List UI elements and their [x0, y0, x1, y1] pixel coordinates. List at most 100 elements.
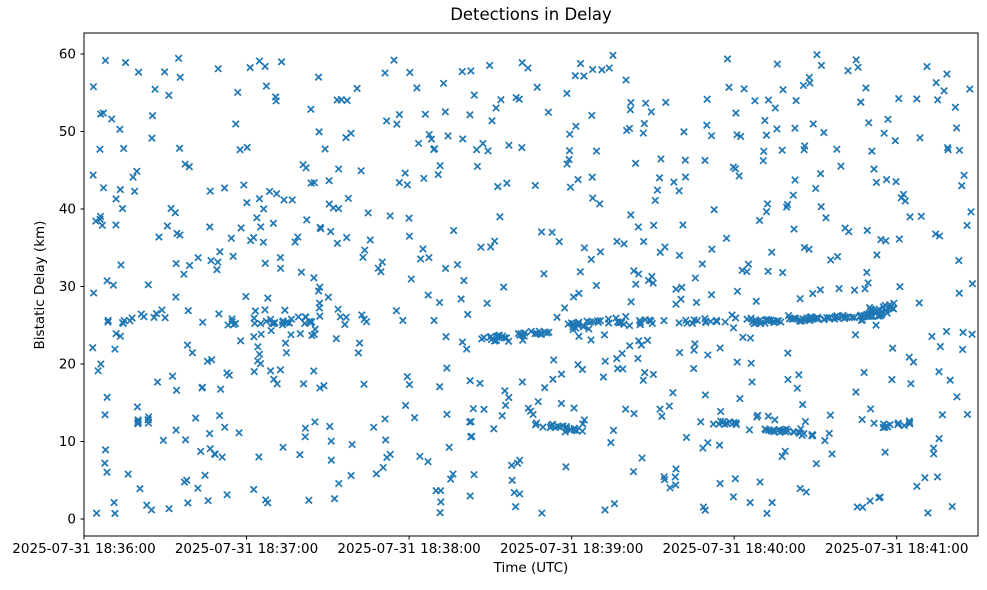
detection-marker [301, 424, 310, 433]
detection-marker [825, 429, 834, 438]
detection-marker [735, 172, 743, 180]
detection-marker [850, 313, 859, 322]
detection-marker [620, 240, 628, 248]
detection-marker [884, 115, 892, 124]
detection-marker [486, 243, 495, 251]
detection-marker [301, 432, 310, 441]
detection-marker [938, 411, 947, 419]
detection-marker [585, 325, 593, 333]
detection-marker [752, 297, 761, 306]
detection-marker [427, 135, 436, 143]
detection-marker [499, 283, 508, 291]
detection-marker [575, 289, 583, 298]
detection-marker [235, 428, 243, 437]
detection-marker [831, 313, 840, 321]
detection-marker [354, 349, 363, 357]
detection-marker [913, 482, 921, 491]
detection-marker [492, 104, 500, 112]
detection-marker [424, 291, 433, 299]
detection-marker [159, 436, 168, 445]
detection-marker [811, 184, 820, 193]
detection-marker [434, 170, 443, 179]
detection-marker [639, 129, 648, 137]
detection-marker [587, 111, 596, 120]
detection-marker [279, 317, 287, 325]
detection-marker [775, 428, 784, 437]
detection-marker [675, 187, 683, 195]
detection-marker [315, 128, 323, 136]
detection-marker [866, 405, 875, 413]
detection-marker [715, 420, 723, 428]
detection-marker [458, 135, 467, 143]
detection-marker [267, 326, 276, 335]
detection-marker [406, 68, 414, 77]
detection-marker [99, 109, 108, 117]
detection-marker [215, 310, 223, 318]
detection-marker [324, 293, 333, 302]
detection-marker [243, 198, 251, 207]
detection-marker [601, 506, 609, 514]
detection-marker [215, 411, 224, 420]
detection-marker [315, 304, 324, 312]
detection-marker [578, 365, 587, 374]
detection-marker [165, 504, 173, 513]
detection-marker [140, 312, 148, 321]
detection-marker [390, 56, 398, 64]
detection-marker [112, 195, 120, 203]
detection-marker [476, 379, 484, 388]
detection-marker [255, 453, 263, 461]
detection-marker [172, 386, 181, 395]
detection-marker [796, 484, 805, 493]
detection-marker [882, 175, 891, 184]
detection-marker [952, 124, 961, 132]
detection-marker [588, 173, 597, 181]
detection-marker [477, 243, 485, 252]
y-tick-label: 20 [59, 357, 76, 373]
detection-marker [733, 287, 742, 296]
detection-marker [880, 129, 888, 138]
detection-marker [955, 289, 964, 298]
detection-marker [395, 178, 404, 187]
detection-marker [216, 385, 225, 394]
detection-marker [900, 421, 909, 430]
detection-marker [524, 404, 533, 412]
detection-marker [872, 178, 881, 187]
detection-marker [216, 247, 224, 256]
detection-marker [549, 356, 558, 364]
detection-marker [709, 420, 718, 428]
detection-marker [206, 187, 215, 195]
detection-marker [470, 91, 479, 99]
detection-marker [305, 496, 313, 505]
detection-marker [723, 55, 732, 63]
detection-marker [250, 319, 259, 328]
detection-marker [181, 160, 189, 168]
detection-marker [111, 509, 119, 518]
detection-marker [892, 177, 900, 186]
detection-marker [206, 223, 214, 231]
detection-marker [580, 244, 589, 252]
detection-marker [932, 78, 941, 87]
detection-marker [853, 503, 862, 511]
detection-marker [227, 234, 236, 243]
detection-marker [419, 245, 427, 253]
detection-marker [796, 317, 805, 325]
detection-marker [946, 376, 954, 385]
detection-marker [405, 232, 414, 241]
detection-marker [924, 509, 932, 517]
detection-marker [660, 316, 668, 325]
detection-marker [747, 359, 756, 368]
y-tick-label: 60 [59, 47, 76, 63]
detection-marker [460, 276, 468, 285]
detection-marker [442, 332, 450, 341]
detection-marker [444, 132, 452, 140]
detection-marker [201, 471, 209, 480]
detection-marker [595, 200, 604, 208]
detection-marker [795, 371, 803, 379]
detection-marker [253, 213, 261, 222]
detection-marker [251, 307, 260, 315]
detection-marker [466, 110, 474, 119]
detection-marker [121, 58, 130, 67]
detection-marker [599, 373, 608, 381]
detection-marker [343, 96, 351, 105]
detection-marker [854, 63, 862, 72]
